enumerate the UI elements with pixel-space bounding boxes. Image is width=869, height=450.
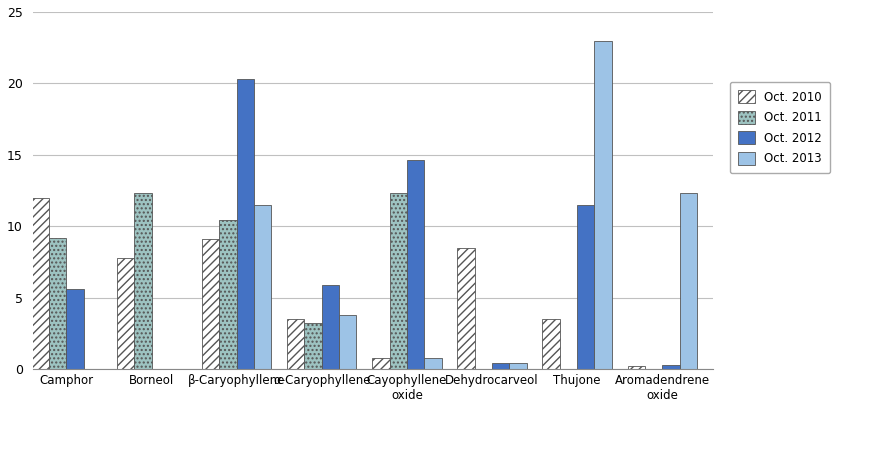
- Legend: Oct. 2010, Oct. 2011, Oct. 2012, Oct. 2013: Oct. 2010, Oct. 2011, Oct. 2012, Oct. 20…: [729, 82, 829, 173]
- Bar: [508, 363, 526, 369]
- Bar: [407, 161, 424, 369]
- Bar: [134, 194, 151, 369]
- Bar: [576, 205, 594, 369]
- Bar: [66, 289, 83, 369]
- Bar: [219, 220, 236, 369]
- Bar: [339, 315, 356, 369]
- Bar: [424, 358, 441, 369]
- Bar: [389, 194, 407, 369]
- Bar: [236, 79, 254, 369]
- Bar: [541, 319, 559, 369]
- Bar: [491, 363, 508, 369]
- Bar: [661, 364, 679, 369]
- Bar: [116, 257, 134, 369]
- Bar: [679, 194, 696, 369]
- Bar: [322, 285, 339, 369]
- Bar: [627, 366, 644, 369]
- Bar: [372, 358, 389, 369]
- Bar: [287, 319, 304, 369]
- Bar: [254, 205, 271, 369]
- Bar: [49, 238, 66, 369]
- Bar: [202, 239, 219, 369]
- Bar: [457, 248, 474, 369]
- Bar: [594, 40, 611, 369]
- Bar: [304, 323, 322, 369]
- Bar: [31, 198, 49, 369]
